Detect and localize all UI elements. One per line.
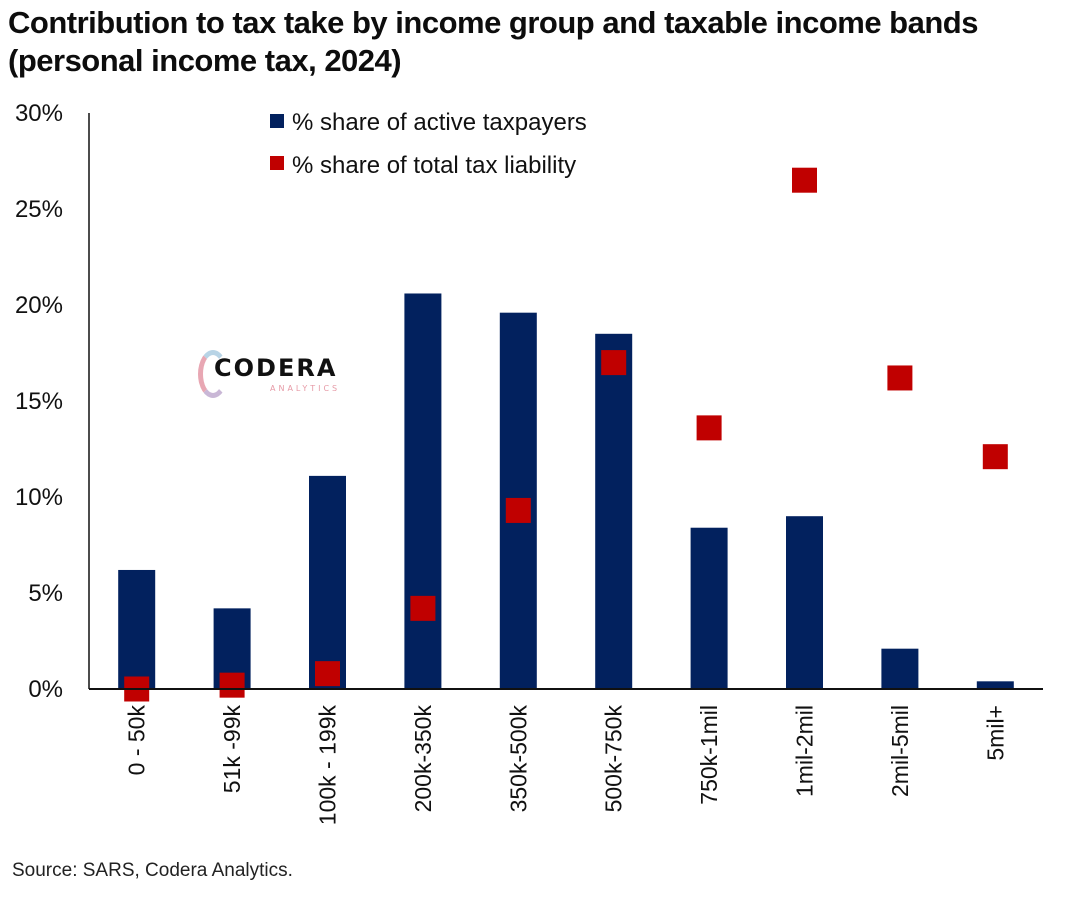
legend: % share of active taxpayers % share of t…	[270, 109, 587, 179]
bar-taxpayers	[118, 569, 156, 689]
legend-label-liability: % share of total tax liability	[292, 152, 576, 179]
marker-tax-liability	[982, 444, 1008, 470]
marker-tax-liability	[410, 595, 436, 621]
chart-title: Contribution to tax take by income group…	[8, 5, 978, 78]
logo-subtitle: ANALYTICS	[270, 384, 341, 393]
x-axis-labels: 0 - 50k 51k -99k 100k - 199k 200k-350k 350k-…	[124, 705, 1009, 826]
legend-label-taxpayers: % share of active taxpayers	[292, 109, 587, 136]
bar-taxpayers	[690, 527, 728, 689]
marker-tax-liability	[315, 661, 340, 687]
bar-taxpayers	[976, 681, 1014, 689]
x-tick-label: 500k-750k	[601, 705, 627, 813]
y-tick-label: 5%	[28, 580, 63, 607]
bar-taxpayers	[595, 333, 633, 689]
y-tick-label: 20%	[15, 292, 63, 319]
y-axis-ticks: 0% 5% 10% 15% 20% 25% 30%	[15, 100, 63, 703]
bar-taxpayers	[881, 648, 919, 689]
bar-taxpayers	[786, 516, 823, 689]
marker-tax-liability	[601, 350, 627, 376]
bar-series	[118, 293, 1014, 689]
bar-taxpayers	[404, 293, 442, 689]
x-tick-label: 200k-350k	[410, 705, 436, 813]
source-note: Source: SARS, Codera Analytics.	[12, 860, 293, 881]
bar-taxpayers	[309, 475, 346, 689]
y-tick-label: 10%	[15, 484, 63, 511]
marker-tax-liability	[505, 497, 531, 523]
marker-tax-liability	[792, 167, 817, 193]
logo-wordmark: CODERA	[214, 354, 338, 382]
x-tick-label: 1mil-2mil	[792, 705, 818, 797]
codera-logo: CODERA ANALYTICS	[198, 350, 348, 400]
marker-tax-liability	[887, 365, 913, 391]
legend-swatch-liability	[270, 156, 284, 170]
legend-swatch-taxpayers	[270, 114, 284, 128]
marker-series	[124, 167, 1008, 702]
x-tick-label: 750k-1mil	[696, 705, 722, 805]
y-tick-label: 15%	[15, 388, 63, 415]
x-tick-label: 51k -99k	[219, 705, 245, 794]
x-tick-label: 2mil-5mil	[887, 705, 913, 797]
logo-mark-icon	[198, 350, 228, 398]
y-tick-label: 25%	[15, 196, 63, 223]
x-tick-label: 5mil+	[982, 705, 1008, 761]
x-tick-label: 0 - 50k	[124, 705, 150, 776]
marker-tax-liability	[219, 672, 245, 698]
y-tick-label: 30%	[15, 100, 63, 127]
x-tick-label: 350k-500k	[505, 705, 531, 813]
marker-tax-liability	[696, 415, 722, 441]
x-tick-label: 100k - 199k	[315, 705, 341, 826]
y-tick-label: 0%	[28, 676, 63, 703]
